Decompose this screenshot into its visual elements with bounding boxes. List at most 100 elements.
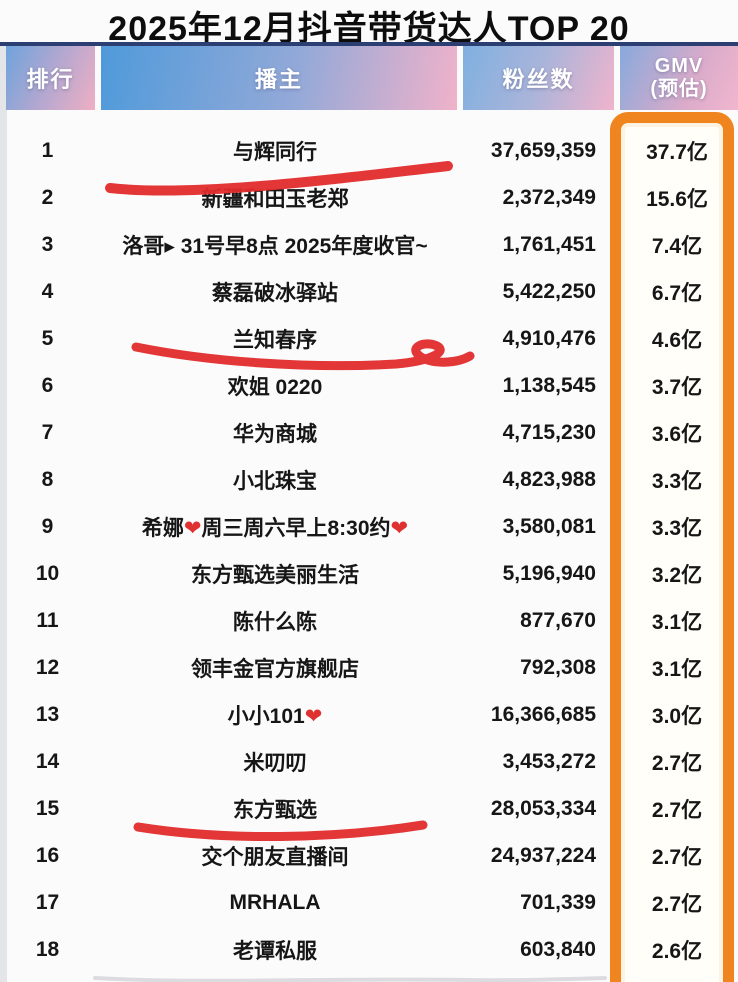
fans-cell: 603,840 [520, 937, 596, 961]
header-gmv-line2: (预估) [650, 78, 708, 100]
gmv-cell: 6.7亿 [651, 281, 703, 305]
broadcaster-cell: 蔡磊破冰驿站 [212, 281, 338, 305]
fans-cell: 37,659,359 [490, 138, 596, 162]
broadcaster-cell: 东方甄选美丽生活 [191, 563, 359, 587]
fans-cell: 5,196,940 [502, 561, 596, 585]
table-body: 1 与辉同行 37,659,359 37.7亿 2 新疆和田玉老郑 2,372,… [0, 127, 738, 973]
title-divider [0, 42, 738, 46]
gmv-cell: 7.4亿 [651, 234, 703, 258]
rank-cell: 14 [35, 749, 60, 773]
table-row: 7 华为商城 4,715,230 3.6亿 [0, 409, 738, 456]
rank-cell: 18 [35, 937, 60, 961]
rank-cell: 6 [41, 373, 54, 397]
gmv-cell: 15.6亿 [646, 187, 708, 211]
broadcaster-cell: 交个朋友直播间 [201, 845, 349, 869]
rank-cell: 3 [41, 232, 54, 256]
table-row: 1 与辉同行 37,659,359 37.7亿 [0, 127, 738, 174]
table-row: 6 欢姐 0220 1,138,545 3.7亿 [0, 362, 738, 409]
fans-cell: 28,053,334 [490, 796, 596, 820]
fans-cell: 1,761,451 [502, 232, 596, 256]
table-row: 14 米叨叨 3,453,272 2.7亿 [0, 738, 738, 785]
fans-cell: 2,372,349 [502, 185, 596, 209]
broadcaster-cell: 老谭私服 [233, 939, 317, 963]
rank-cell: 2 [41, 185, 54, 209]
gmv-cell: 2.6亿 [651, 939, 703, 963]
table-row: 8 小北珠宝 4,823,988 3.3亿 [0, 456, 738, 503]
table-row: 9 希娜❤周三周六早上8:30约❤ 3,580,081 3.3亿 [0, 503, 738, 550]
table-row: 5 兰知春序 4,910,476 4.6亿 [0, 315, 738, 362]
header-rank: 排行 [6, 46, 95, 110]
fans-cell: 5,422,250 [502, 279, 596, 303]
table-row: 16 交个朋友直播间 24,937,224 2.7亿 [0, 832, 738, 879]
broadcaster-cell: 米叨叨 [243, 751, 307, 775]
gmv-cell: 37.7亿 [646, 140, 708, 164]
broadcaster-cell: 希娜❤周三周六早上8:30约❤ [141, 516, 409, 540]
gmv-cell: 4.6亿 [651, 328, 703, 352]
fans-cell: 3,453,272 [502, 749, 596, 773]
gmv-cell: 2.7亿 [651, 845, 703, 869]
bottom-row-faint-hint [93, 976, 607, 982]
fans-cell: 16,366,685 [490, 702, 596, 726]
fans-cell: 1,138,545 [502, 373, 596, 397]
rank-cell: 17 [35, 890, 60, 914]
rank-cell: 12 [35, 655, 60, 679]
table-row: 2 新疆和田玉老郑 2,372,349 15.6亿 [0, 174, 738, 221]
broadcaster-cell: 小小101❤ [227, 704, 323, 728]
broadcaster-cell: 陈什么陈 [233, 610, 317, 634]
left-edge-strip [0, 46, 7, 982]
broadcaster-cell: 与辉同行 [233, 140, 317, 164]
broadcaster-cell: 兰知春序 [233, 328, 317, 352]
header-gmv: GMV (预估) [620, 46, 738, 110]
broadcaster-cell: 欢姐 0220 [227, 375, 323, 399]
rank-cell: 13 [35, 702, 60, 726]
table-row: 12 领丰金官方旗舰店 792,308 3.1亿 [0, 644, 738, 691]
fans-cell: 877,670 [520, 608, 596, 632]
fans-cell: 792,308 [520, 655, 596, 679]
gmv-cell: 3.1亿 [651, 657, 703, 681]
table-row: 3 洛哥▸ 31号早8点 2025年度收官~ 1,761,451 7.4亿 [0, 221, 738, 268]
gmv-cell: 2.7亿 [651, 798, 703, 822]
gmv-cell: 3.1亿 [651, 610, 703, 634]
fans-cell: 4,823,988 [502, 467, 596, 491]
table-row: 18 老谭私服 603,840 2.6亿 [0, 926, 738, 973]
broadcaster-cell: 新疆和田玉老郑 [201, 187, 349, 211]
header-fans: 粉丝数 [463, 46, 614, 110]
gmv-cell: 3.3亿 [651, 516, 703, 540]
gmv-cell: 3.7亿 [651, 375, 703, 399]
gmv-cell: 2.7亿 [651, 751, 703, 775]
rank-cell: 11 [36, 608, 59, 632]
table-row: 15 东方甄选 28,053,334 2.7亿 [0, 785, 738, 832]
broadcaster-cell: 华为商城 [233, 422, 317, 446]
rank-cell: 9 [41, 514, 54, 538]
fans-cell: 4,910,476 [502, 326, 596, 350]
broadcaster-cell: 小北珠宝 [233, 469, 317, 493]
table-row: 17 MRHALA 701,339 2.7亿 [0, 879, 738, 926]
rank-cell: 1 [41, 138, 54, 162]
rank-cell: 10 [35, 561, 60, 585]
table-row: 10 东方甄选美丽生活 5,196,940 3.2亿 [0, 550, 738, 597]
gmv-cell: 3.3亿 [651, 469, 703, 493]
table-header: 排行 播主 粉丝数 GMV (预估) [0, 46, 738, 110]
rank-cell: 7 [41, 420, 54, 444]
gmv-cell: 3.0亿 [651, 704, 703, 728]
header-gmv-line1: GMV [654, 55, 704, 77]
rank-cell: 15 [35, 796, 60, 820]
rank-cell: 16 [35, 843, 60, 867]
gmv-cell: 3.2亿 [651, 563, 703, 587]
gmv-highlight-box [610, 112, 734, 982]
page-title: 2025年12月抖音带货达人TOP 20 [108, 10, 630, 48]
broadcaster-cell: MRHALA [229, 890, 321, 914]
fans-cell: 701,339 [520, 890, 596, 914]
gmv-cell: 2.7亿 [651, 892, 703, 916]
broadcaster-cell: 洛哥▸ 31号早8点 2025年度收官~ [122, 234, 428, 258]
header-broadcaster: 播主 [101, 46, 457, 110]
fans-cell: 3,580,081 [502, 514, 596, 538]
rank-cell: 4 [41, 279, 54, 303]
gmv-cell: 3.6亿 [651, 422, 703, 446]
rank-cell: 5 [41, 326, 54, 350]
table-row: 11 陈什么陈 877,670 3.1亿 [0, 597, 738, 644]
table-row: 13 小小101❤ 16,366,685 3.0亿 [0, 691, 738, 738]
fans-cell: 24,937,224 [490, 843, 596, 867]
broadcaster-cell: 东方甄选 [233, 798, 317, 822]
